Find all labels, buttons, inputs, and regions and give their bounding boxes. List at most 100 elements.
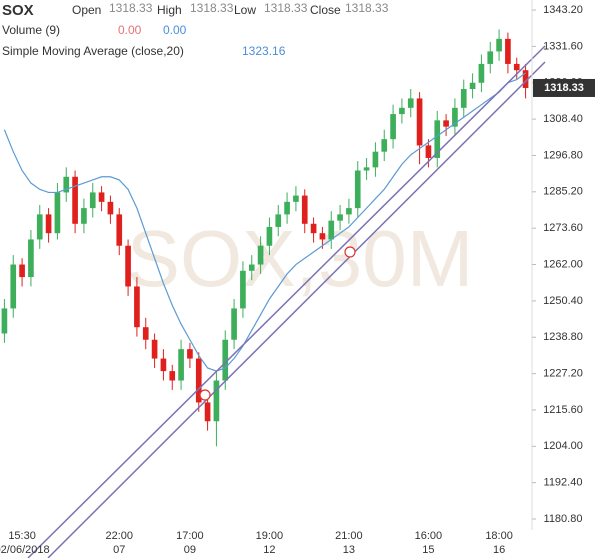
candle-body	[169, 371, 176, 381]
candle-body	[275, 214, 282, 227]
candle-body	[407, 98, 414, 108]
candle-body	[319, 233, 326, 240]
x-tick-label: 21:00	[335, 530, 363, 542]
candle-body	[496, 38, 502, 52]
x-date-label: 15	[422, 544, 434, 556]
candle-body	[107, 201, 114, 215]
watermark: SOX,30M	[127, 214, 474, 303]
candle-body	[63, 176, 70, 193]
x-tick-label: 15:30	[8, 530, 36, 542]
close-value: 1318.33	[345, 1, 389, 15]
candle-body	[134, 286, 140, 328]
candle-body	[425, 145, 432, 158]
candle-body	[310, 223, 317, 234]
open-label: Open	[72, 3, 101, 17]
y-tick-label: 1180.80	[544, 513, 583, 525]
low-label: Low	[234, 3, 256, 17]
candle-body	[195, 358, 202, 403]
x-date-label: 12	[263, 544, 275, 556]
candle-body	[469, 82, 476, 90]
candle-body	[204, 402, 211, 422]
candle-body	[416, 98, 423, 146]
candle-body	[178, 349, 184, 381]
candle-body	[54, 192, 61, 234]
low-value: 1318.33	[264, 1, 308, 15]
candle-body	[434, 120, 441, 158]
candle-body	[522, 70, 529, 88]
candle-body	[142, 327, 149, 340]
y-tick-label: 1192.40	[544, 477, 583, 489]
candle-body	[89, 192, 96, 209]
x-date-label: 09	[184, 544, 196, 556]
x-tick-label: 22:00	[105, 530, 133, 542]
y-tick-label: 1273.60	[543, 222, 583, 234]
candle-body	[222, 339, 229, 381]
candle-body	[151, 339, 158, 359]
trend-line	[47, 61, 546, 558]
candle-body	[28, 239, 34, 278]
candle-body	[381, 139, 388, 152]
y-tick-label: 1215.60	[543, 404, 583, 416]
candle-body	[390, 114, 396, 140]
y-tick-label: 1296.80	[543, 149, 583, 161]
close-label: Close	[310, 3, 341, 17]
candle-body	[160, 358, 167, 372]
candle-body	[125, 245, 131, 287]
y-tick-label: 1308.40	[543, 113, 583, 125]
x-tick-label: 17:00	[176, 530, 204, 542]
trend-line	[27, 45, 546, 558]
y-tick-label: 1227.20	[543, 368, 583, 380]
candle-body	[328, 220, 335, 240]
sma-value: 1323.16	[242, 44, 286, 58]
candle-body	[363, 167, 370, 171]
plot-area	[1, 29, 529, 447]
candle-body	[460, 89, 467, 108]
candle-body	[478, 63, 485, 83]
x-date-label: 13	[343, 544, 355, 556]
candle-body	[116, 214, 123, 246]
x-tick-label: 18:00	[485, 530, 513, 542]
candle-body	[346, 208, 352, 215]
candle-body	[513, 63, 520, 71]
marker	[199, 389, 211, 401]
candle-body	[10, 264, 17, 309]
candle-body	[231, 308, 237, 340]
candle-body	[248, 264, 255, 271]
high-label: High	[157, 3, 182, 17]
y-tick-label: 1204.00	[543, 440, 583, 452]
candle-body	[213, 380, 220, 422]
candle-body	[36, 214, 43, 240]
y-tick-label: 1285.20	[543, 186, 583, 198]
candle-body	[293, 195, 299, 202]
candle-body	[399, 107, 405, 115]
x-date-label: 02/06/2018	[0, 544, 50, 556]
open-value: 1318.33	[109, 1, 153, 15]
candle-body	[81, 208, 87, 224]
candle-body	[372, 151, 379, 168]
candle-body	[1, 308, 8, 334]
last-price-label: 1318.33	[544, 82, 584, 94]
sma-label: Simple Moving Average (close,20)	[2, 44, 184, 58]
candle-body	[257, 245, 264, 265]
y-tick-label: 1250.40	[543, 295, 583, 307]
sma-line	[3, 72, 526, 372]
volume-value: 0.00	[163, 23, 187, 37]
candle-body	[337, 214, 343, 221]
x-tick-label: 16:00	[415, 530, 443, 542]
candle-body	[240, 270, 246, 309]
candle-body	[284, 201, 290, 215]
candle-body	[19, 264, 25, 278]
symbol: SOX	[2, 2, 34, 19]
volume-label: Volume (9)	[2, 23, 60, 37]
candle-body	[354, 170, 361, 209]
x-date-label: 16	[493, 544, 505, 556]
y-tick-label: 1331.60	[543, 40, 583, 52]
y-tick-label: 1262.00	[543, 258, 583, 270]
x-tick-label: 19:00	[256, 530, 284, 542]
x-date-label: 07	[113, 544, 125, 556]
volume-value: 0.00	[118, 23, 142, 37]
candle-body	[72, 176, 78, 224]
candle-body	[505, 38, 511, 64]
candle-body	[443, 120, 449, 127]
high-value: 1318.33	[190, 1, 234, 15]
